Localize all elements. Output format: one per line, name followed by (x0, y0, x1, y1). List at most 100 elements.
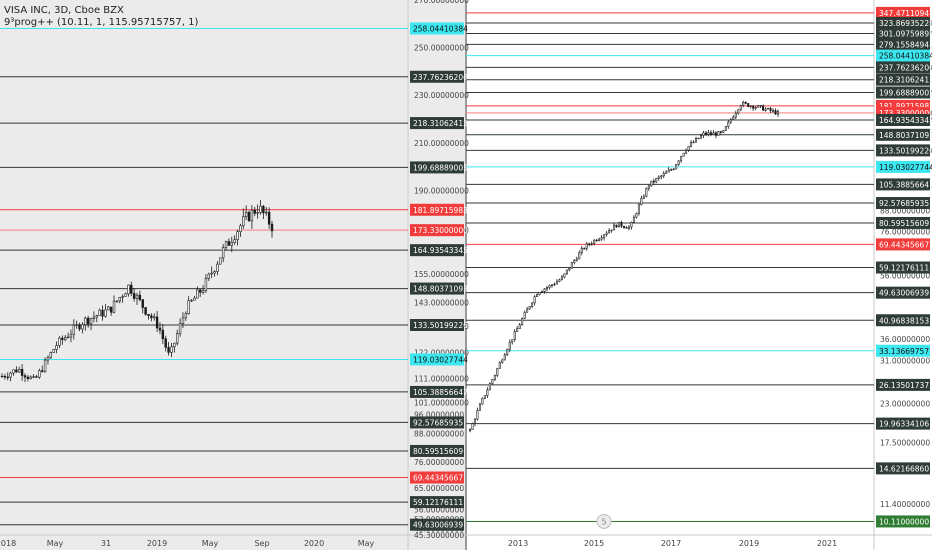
candle-body (3, 375, 7, 378)
candle-body (558, 279, 561, 282)
level-label-bg (876, 286, 930, 299)
candle-body (244, 212, 248, 217)
candle-body (630, 222, 633, 228)
candle-body (670, 169, 673, 171)
level-label: 258.04410384 (413, 24, 468, 33)
candle-body (610, 229, 613, 232)
candle-body (488, 383, 491, 391)
candle-body (759, 105, 762, 107)
candle-body (236, 231, 239, 240)
level-label-bg (410, 444, 464, 457)
candle-body (523, 312, 526, 319)
candle-body (12, 369, 15, 374)
level-label: 218.31062413 (413, 119, 468, 128)
candle-body (207, 273, 211, 279)
candle-body (219, 257, 222, 265)
candle-body (158, 327, 162, 331)
level-label: 119.03027744 (413, 355, 468, 364)
candle-body (107, 306, 110, 311)
level-label: 181.89715983 (879, 102, 932, 111)
candle-body (476, 410, 479, 420)
candle-body (687, 145, 690, 151)
level-label: 119.03027744 (879, 163, 932, 172)
level-label-bg (876, 462, 930, 475)
candle-body (545, 287, 548, 290)
candle-body (608, 230, 611, 234)
y-tick-label: 88.00000000 (414, 429, 464, 438)
candle-body (563, 273, 566, 278)
y-tick-label: 190.00000000 (414, 186, 469, 195)
candle-body (632, 216, 635, 223)
candle-body (712, 132, 715, 135)
candle-body (699, 135, 702, 139)
candle-body (645, 188, 648, 197)
candle-body (259, 205, 262, 213)
indicator-title[interactable]: 9³prog++ (10.11, 1, 115.95715757, 1) (4, 17, 199, 28)
candle-body (573, 259, 576, 264)
candle-body (239, 225, 242, 232)
candle-body (256, 212, 259, 214)
candle-body (23, 375, 27, 378)
level-label-bg (410, 70, 464, 83)
candle-body (595, 239, 598, 242)
candle-body (593, 239, 596, 244)
candle-body (124, 293, 127, 297)
candle-body (536, 294, 539, 297)
x-tick-label: 2020 (304, 539, 324, 548)
candle-body (528, 306, 531, 310)
y-tick-label: 101.00000000 (414, 398, 469, 407)
y-tick-label: 155.00000000 (414, 270, 469, 279)
x-tick-label: 2018 (0, 539, 16, 548)
candle-body (677, 160, 680, 165)
candle-body (555, 281, 558, 285)
candle-body (749, 105, 752, 108)
candle-body (141, 299, 144, 308)
x-tick-label: 2013 (508, 539, 528, 548)
level-label-bg (876, 73, 930, 86)
candle-body (84, 317, 87, 325)
candle-body (732, 116, 735, 120)
candle-body (538, 292, 541, 295)
candle-body (729, 119, 732, 123)
candle-body (81, 324, 84, 330)
candle-body (757, 105, 760, 108)
level-label: 164.93543345 (413, 246, 468, 255)
level-label-bg (876, 6, 930, 19)
candle-body (63, 337, 67, 341)
candle-body (675, 164, 678, 170)
candle-body (43, 359, 47, 372)
candle-body (173, 342, 176, 348)
candle-body (605, 232, 608, 236)
level-label-bg (876, 144, 930, 157)
level-label-bg (876, 378, 930, 391)
candle-body (9, 372, 12, 378)
candle-body (543, 288, 546, 292)
candle-body (52, 349, 55, 353)
candle-body (501, 359, 504, 363)
level-label: 59.12176111 (879, 264, 929, 273)
x-tick-label: May (202, 539, 219, 548)
level-label-bg (876, 238, 930, 251)
level-label: 148.80371093 (413, 285, 468, 294)
candle-body (270, 223, 274, 232)
candle-body (550, 284, 553, 286)
candle-body (655, 178, 658, 183)
candle-body (46, 357, 50, 361)
candle-body (483, 395, 486, 399)
level-label: 173.33000000 (413, 226, 468, 235)
candle-body (473, 418, 476, 424)
candle-body (714, 132, 717, 136)
level-label: 10.11000000 (879, 517, 929, 526)
candle-body (752, 105, 755, 109)
level-label-bg (876, 114, 930, 127)
level-label: 199.68889005 (879, 89, 932, 98)
level-label: 279.15584947 (879, 40, 932, 49)
level-label-bg (410, 385, 464, 398)
candle-body (204, 278, 208, 291)
candle-body (665, 171, 668, 174)
x-tick-label: 31 (101, 539, 111, 548)
candle-body (92, 316, 96, 319)
candle-body (690, 142, 693, 147)
